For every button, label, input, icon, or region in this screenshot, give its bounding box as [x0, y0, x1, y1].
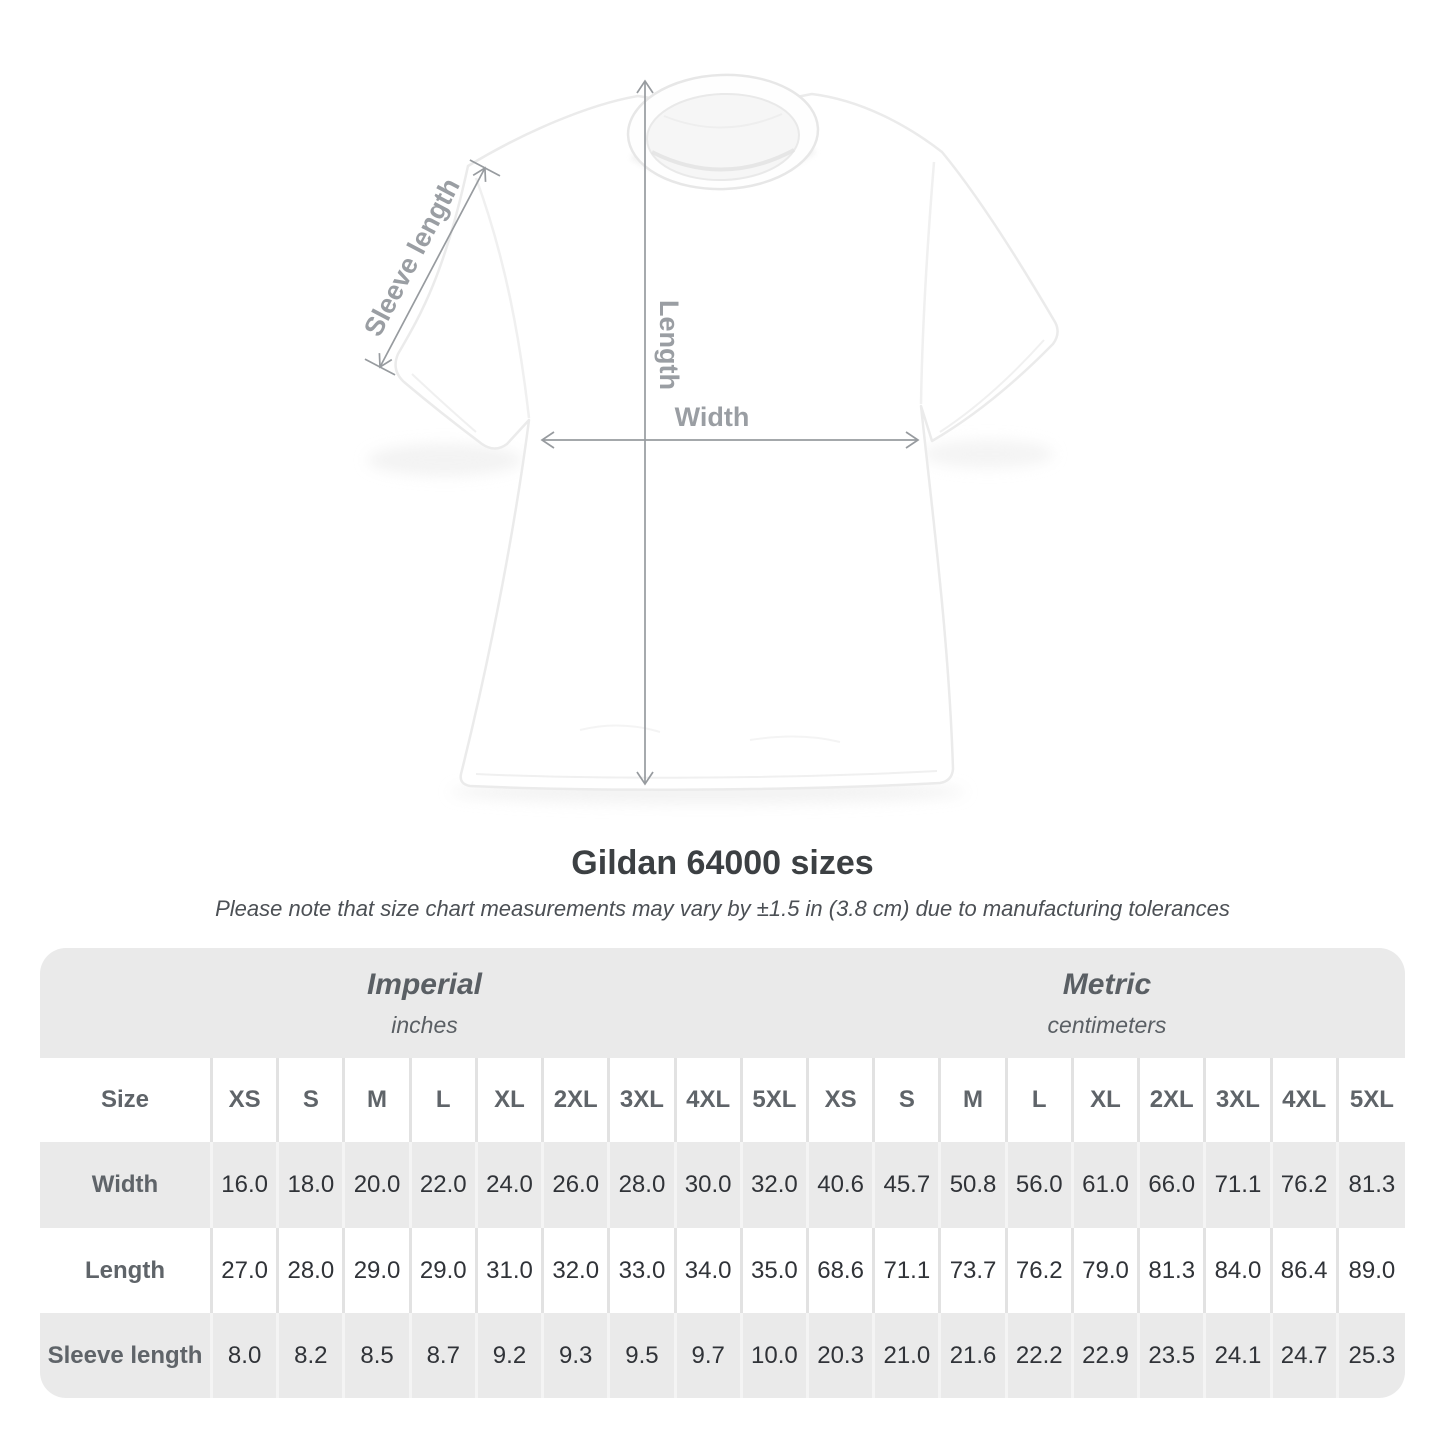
value-cell: 9.7	[676, 1313, 743, 1398]
value-cell: 29.0	[345, 1228, 412, 1313]
length-label: Length	[654, 300, 684, 390]
value-cell: 86.4	[1272, 1228, 1339, 1313]
metric-label: Metric	[1062, 967, 1152, 1001]
value-cell: 27.0	[213, 1228, 280, 1313]
value-cell: 50.8	[941, 1142, 1008, 1228]
size-col-header-imperial-m: M	[345, 1058, 412, 1142]
value-cell: 40.6	[808, 1142, 876, 1228]
value-cell: 8.7	[411, 1313, 478, 1398]
width-label: Width	[675, 402, 750, 432]
value-cell: 24.0	[477, 1142, 545, 1228]
value-cell: 28.0	[279, 1228, 346, 1313]
size-table: Imperial inches Metric centimeters Size X…	[40, 948, 1405, 1398]
size-col-header-metric-xs: XS	[808, 1058, 876, 1142]
value-cell: 71.1	[1206, 1142, 1273, 1228]
value-cell: 81.3	[1140, 1228, 1207, 1313]
size-col-header-imperial-xs: XS	[213, 1058, 280, 1142]
value-cell: 8.5	[345, 1313, 412, 1398]
tshirt-graphic	[394, 73, 1059, 791]
value-cell: 29.0	[411, 1228, 478, 1313]
value-cell: 32.0	[544, 1228, 611, 1313]
value-cell: 68.6	[808, 1228, 876, 1313]
imperial-unit: inches	[391, 1011, 458, 1038]
value-cell: 9.3	[544, 1313, 611, 1398]
size-col-header-metric-xl: XL	[1073, 1058, 1141, 1142]
value-cell: 61.0	[1073, 1142, 1141, 1228]
size-col-header-imperial-l: L	[411, 1058, 478, 1142]
tshirt-figure: Length Width Sleeve length	[280, 40, 1160, 840]
page-title: Gildan 64000 sizes	[571, 844, 874, 882]
value-cell: 35.0	[742, 1228, 809, 1313]
value-cell: 31.0	[477, 1228, 545, 1313]
value-cell: 71.1	[875, 1228, 942, 1313]
size-col-header-imperial-xl: XL	[477, 1058, 545, 1142]
value-cell: 33.0	[610, 1228, 677, 1313]
size-corner-label: Size	[40, 1058, 213, 1142]
value-cell: 32.0	[742, 1142, 809, 1228]
value-cell: 10.0	[742, 1313, 809, 1398]
size-col-header-imperial-4xl: 4XL	[676, 1058, 743, 1142]
value-cell: 79.0	[1073, 1228, 1141, 1313]
value-cell: 89.0	[1338, 1228, 1405, 1313]
value-cell: 22.2	[1007, 1313, 1074, 1398]
imperial-group-header: Imperial inches	[40, 948, 809, 1058]
size-col-header-metric-m: M	[941, 1058, 1008, 1142]
value-cell: 20.0	[345, 1142, 412, 1228]
value-cell: 24.1	[1206, 1313, 1273, 1398]
metric-group-header: Metric centimeters	[808, 948, 1405, 1058]
value-cell: 18.0	[279, 1142, 346, 1228]
size-col-header-metric-s: S	[875, 1058, 942, 1142]
length-arrow	[636, 79, 654, 786]
value-cell: 22.9	[1073, 1313, 1141, 1398]
value-cell: 9.2	[477, 1313, 545, 1398]
value-cell: 20.3	[808, 1313, 876, 1398]
value-cell: 24.7	[1272, 1313, 1339, 1398]
row-label: Width	[40, 1142, 213, 1228]
value-cell: 21.6	[941, 1313, 1008, 1398]
size-col-header-imperial-2xl: 2XL	[544, 1058, 611, 1142]
value-cell: 30.0	[676, 1142, 743, 1228]
row-label: Sleeve length	[40, 1313, 213, 1398]
tshirt-collar	[626, 73, 820, 191]
size-col-header-imperial-5xl: 5XL	[742, 1058, 809, 1142]
sleeve-length-arrow	[364, 159, 501, 376]
value-cell: 8.0	[213, 1313, 280, 1398]
value-cell: 9.5	[610, 1313, 677, 1398]
size-col-header-imperial-3xl: 3XL	[610, 1058, 677, 1142]
value-cell: 76.2	[1007, 1228, 1074, 1313]
size-col-header-metric-3xl: 3XL	[1206, 1058, 1273, 1142]
row-label: Length	[40, 1228, 213, 1313]
value-cell: 8.2	[279, 1313, 346, 1398]
value-cell: 84.0	[1206, 1228, 1273, 1313]
value-cell: 22.0	[411, 1142, 478, 1228]
value-cell: 25.3	[1338, 1313, 1405, 1398]
value-cell: 28.0	[610, 1142, 677, 1228]
value-cell: 66.0	[1140, 1142, 1207, 1228]
imperial-label: Imperial	[366, 967, 483, 1001]
value-cell: 56.0	[1007, 1142, 1074, 1228]
width-arrow	[540, 431, 920, 449]
value-cell: 81.3	[1338, 1142, 1405, 1228]
size-col-header-imperial-s: S	[279, 1058, 346, 1142]
size-col-header-metric-5xl: 5XL	[1338, 1058, 1405, 1142]
value-cell: 73.7	[941, 1228, 1008, 1313]
value-cell: 21.0	[875, 1313, 942, 1398]
tshirt-measurement-diagram: Length Width Sleeve length	[358, 73, 1059, 804]
value-cell: 16.0	[213, 1142, 280, 1228]
metric-unit: centimeters	[1047, 1011, 1167, 1038]
value-cell: 45.7	[875, 1142, 942, 1228]
tolerance-note: Please note that size chart measurements…	[215, 896, 1230, 921]
value-cell: 26.0	[544, 1142, 611, 1228]
value-cell: 76.2	[1272, 1142, 1339, 1228]
value-cell: 23.5	[1140, 1313, 1207, 1398]
size-col-header-metric-l: L	[1007, 1058, 1074, 1142]
size-col-header-metric-2xl: 2XL	[1140, 1058, 1207, 1142]
value-cell: 34.0	[676, 1228, 743, 1313]
size-col-header-metric-4xl: 4XL	[1272, 1058, 1339, 1142]
